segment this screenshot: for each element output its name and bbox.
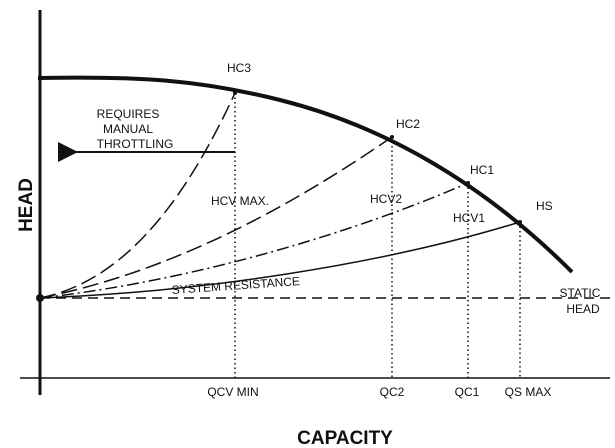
curve-label: HS xyxy=(536,199,553,213)
capacity-lines xyxy=(234,93,521,378)
note-text: THROTTLING xyxy=(97,137,174,151)
capacity-label: QCV MIN xyxy=(207,385,258,399)
system-curves xyxy=(39,92,521,299)
head-label: HCV MAX. xyxy=(211,194,269,208)
static-head-label: HEAD xyxy=(566,302,600,316)
capacity-label: QS MAX xyxy=(505,385,552,399)
curve-label: HC1 xyxy=(470,163,494,177)
static-head-label: STATIC xyxy=(560,286,601,300)
axes xyxy=(20,10,610,395)
x-axis-label: CAPACITY xyxy=(297,428,393,448)
head-label: HCV2 xyxy=(370,192,402,206)
capacity-label: QC2 xyxy=(380,385,405,399)
curve-label: HC3 xyxy=(227,61,251,75)
note-text: REQUIRES xyxy=(97,107,160,121)
y-axis-label: HEAD xyxy=(16,178,37,232)
curve-label: HC2 xyxy=(396,117,420,131)
head-label: HCV1 xyxy=(453,211,485,225)
curve-label: SYSTEM RESISTANCE xyxy=(171,274,300,297)
markers xyxy=(36,91,522,302)
pump-curve xyxy=(37,75,574,274)
note-text: MANUAL xyxy=(103,122,153,136)
capacity-label: QC1 xyxy=(455,385,480,399)
